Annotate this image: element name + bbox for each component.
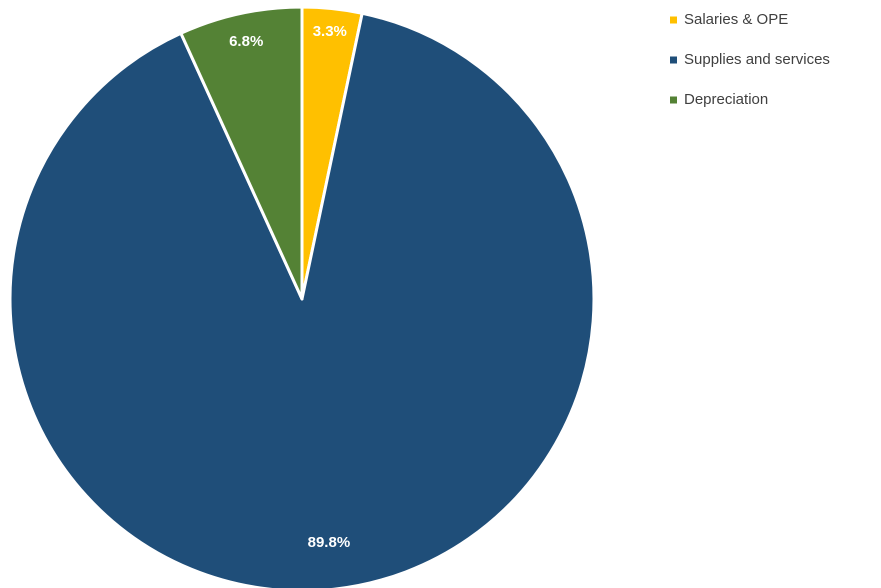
legend-swatch-supplies-and-services [670, 56, 677, 64]
legend-label-supplies-and-services: Supplies and services [684, 51, 830, 68]
pie-data-labels: 3.3% 89.8% 6.8% [229, 23, 350, 551]
pie-slices [8, 5, 596, 588]
pie-slice-depreciation [179, 5, 304, 301]
legend-swatch-depreciation [670, 96, 677, 104]
pie-slice-supplies-and-services [8, 11, 596, 588]
legend-swatch-salaries-and-ope [670, 16, 677, 24]
legend-label-depreciation: Depreciation [684, 91, 768, 108]
data-label-salaries-and-ope: 3.3% [313, 23, 347, 40]
legend-label-salaries-and-ope: Salaries & OPE [684, 11, 788, 28]
data-label-supplies-and-services: 89.8% [308, 534, 351, 551]
data-label-depreciation: 6.8% [229, 33, 263, 50]
legend: Salaries & OPE Supplies and services Depre… [670, 11, 830, 108]
